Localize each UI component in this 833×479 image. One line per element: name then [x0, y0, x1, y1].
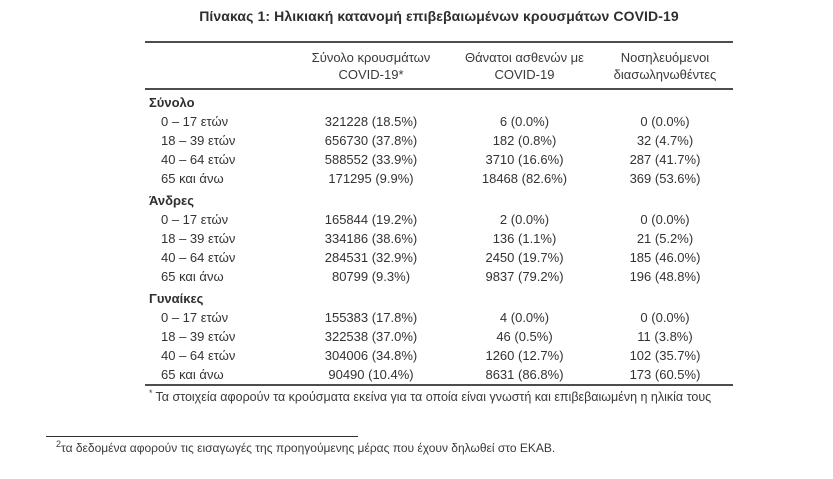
section-label: Γυναίκες — [149, 291, 204, 306]
column-header-deaths-line1: Θάνατοι ασθενών με — [465, 50, 584, 65]
cases-cell: 171295 (9.9%) — [328, 171, 414, 186]
data-row: 65 και άνω 80799 (9.3%) 9837 (79.2%) 196 (4… — [145, 267, 733, 286]
section-label: Άνδρες — [149, 193, 194, 208]
deaths-cell: 136 (1.1%) — [492, 231, 557, 246]
age-cell: 18 – 39 ετών — [161, 231, 236, 246]
data-row: 18 – 39 ετών 656730 (37.8%) 182 (0.8%) 32 (… — [145, 131, 733, 150]
deaths-cell: 2 (0.0%) — [499, 212, 550, 227]
age-cell: 0 – 17 ετών — [161, 310, 229, 325]
cases-cell: 588552 (33.9%) — [324, 152, 418, 167]
age-cell: 0 – 17 ετών — [161, 114, 229, 129]
footnote-divider — [46, 436, 358, 437]
cases-cell: 284531 (32.9%) — [324, 250, 418, 265]
data-row: 0 – 17 ετών 321228 (18.5%) 6 (0.0%) 0 (0.0%… — [145, 112, 733, 131]
intubated-cell: 0 (0.0%) — [640, 212, 690, 227]
page-footnote-marker: 2 — [56, 439, 62, 449]
section-row: Άνδρες — [145, 188, 733, 210]
cases-cell: 321228 (18.5%) — [324, 114, 418, 129]
page-footnote: 2τα δεδομένα αφορούν τις εισαγωγές της π… — [46, 436, 606, 455]
intubated-cell: 21 (5.2%) — [636, 231, 694, 246]
deaths-cell: 2450 (19.7%) — [485, 250, 564, 265]
column-header-empty — [145, 43, 290, 90]
deaths-cell: 6 (0.0%) — [499, 114, 550, 129]
column-header-cases-line2: COVID-19* — [338, 67, 404, 82]
data-row: 0 – 17 ετών 165844 (19.2%) 2 (0.0%) 0 (0.0%… — [145, 210, 733, 229]
deaths-cell: 3710 (16.6%) — [485, 152, 564, 167]
header-row: Σύνολο κρουσμάτων COVID-19* Θάνατοι ασθε… — [145, 43, 733, 90]
report-content: Πίνακας 1: Ηλικιακή κατανομή επιβεβαιωμέ… — [145, 0, 733, 404]
table-wrap: Σύνολο κρουσμάτων COVID-19* Θάνατοι ασθε… — [145, 41, 733, 386]
deaths-cell: 18468 (82.6%) — [481, 171, 568, 186]
age-cell: 40 – 64 ετών — [161, 152, 236, 167]
data-row: 40 – 64 ετών 284531 (32.9%) 2450 (19.7%) 18… — [145, 248, 733, 267]
data-row: 18 – 39 ετών 334186 (38.6%) 136 (1.1%) 21 (… — [145, 229, 733, 248]
covid-age-distribution-table: Σύνολο κρουσμάτων COVID-19* Θάνατοι ασθε… — [145, 43, 733, 384]
column-header-cases-line1: Σύνολο κρουσμάτων — [311, 50, 431, 65]
age-cell: 40 – 64 ετών — [161, 250, 236, 265]
section-row: Γυναίκες — [145, 286, 733, 308]
age-cell: 0 – 17 ετών — [161, 212, 229, 227]
table-footnote-text: Τα στοιχεία αφορούν τα κρούσματα εκείνα … — [155, 390, 712, 404]
intubated-cell: 287 (41.7%) — [629, 152, 701, 167]
data-row: 65 και άνω 171295 (9.9%) 18468 (82.6%) 369 … — [145, 169, 733, 188]
table-body: Σύνολο 0 – 17 ετών 321228 (18.5%) 6 (0.0%) 0… — [145, 89, 733, 384]
data-row: 40 – 64 ετών 304006 (34.8%) 1260 (12.7%) 10… — [145, 346, 733, 365]
deaths-cell: 1260 (12.7%) — [485, 348, 564, 363]
cases-cell: 322538 (37.0%) — [324, 329, 418, 344]
column-header-deaths: Θάνατοι ασθενών με COVID-19 — [452, 43, 597, 90]
deaths-cell: 9837 (79.2%) — [485, 269, 564, 284]
deaths-cell: 4 (0.0%) — [499, 310, 550, 325]
cases-cell: 656730 (37.8%) — [324, 133, 418, 148]
cases-cell: 304006 (34.8%) — [324, 348, 418, 363]
intubated-cell: 0 (0.0%) — [640, 114, 690, 129]
page-footnote-text: τα δεδομένα αφορούν τις εισαγωγές της πρ… — [61, 441, 556, 455]
data-row: 0 – 17 ετών 155383 (17.8%) 4 (0.0%) 0 (0.0%… — [145, 308, 733, 327]
data-row: 18 – 39 ετών 322538 (37.0%) 46 (0.5%) 11 (3… — [145, 327, 733, 346]
column-header-intubated: Νοσηλευόμενοι διασωληνωθέντες — [597, 43, 733, 90]
intubated-cell: 11 (3.8%) — [637, 329, 693, 344]
intubated-cell: 196 (48.8%) — [629, 269, 701, 284]
section-label: Σύνολο — [149, 95, 195, 110]
deaths-cell: 182 (0.8%) — [492, 133, 557, 148]
cases-cell: 334186 (38.6%) — [324, 231, 418, 246]
table-footnote-marker: * — [149, 387, 153, 398]
data-row: 65 και άνω 90490 (10.4%) 8631 (86.8%) 173 (… — [145, 365, 733, 384]
table-title: Πίνακας 1: Ηλικιακή κατανομή επιβεβαιωμέ… — [199, 8, 679, 24]
column-header-intubated-line2: διασωληνωθέντες — [613, 67, 717, 82]
cases-cell: 165844 (19.2%) — [324, 212, 418, 227]
table-footnote: * Τα στοιχεία αφορούν τα κρούσματα εκείνα… — [145, 387, 733, 404]
cases-cell: 155383 (17.8%) — [324, 310, 418, 325]
age-cell: 65 και άνω — [161, 269, 224, 284]
cases-cell: 80799 (9.3%) — [331, 269, 411, 284]
column-header-intubated-line1: Νοσηλευόμενοι — [620, 50, 710, 65]
intubated-cell: 0 (0.0%) — [640, 310, 690, 325]
age-cell: 18 – 39 ετών — [161, 329, 236, 344]
column-header-deaths-line2: COVID-19 — [494, 67, 555, 82]
intubated-cell: 173 (60.5%) — [629, 367, 701, 382]
age-cell: 18 – 39 ετών — [161, 133, 236, 148]
age-cell: 65 και άνω — [161, 367, 224, 382]
age-cell: 65 και άνω — [161, 171, 224, 186]
intubated-cell: 32 (4.7%) — [636, 133, 694, 148]
page-footnote-text-wrap: 2τα δεδομένα αφορούν τις εισαγωγές της π… — [46, 439, 606, 456]
cases-cell: 90490 (10.4%) — [328, 367, 414, 382]
age-cell: 40 – 64 ετών — [161, 348, 236, 363]
intubated-cell: 185 (46.0%) — [629, 250, 701, 265]
deaths-cell: 46 (0.5%) — [496, 329, 553, 344]
intubated-cell: 102 (35.7%) — [629, 348, 701, 363]
data-row: 40 – 64 ετών 588552 (33.9%) 3710 (16.6%) 28… — [145, 150, 733, 169]
column-header-cases: Σύνολο κρουσμάτων COVID-19* — [290, 43, 452, 90]
deaths-cell: 8631 (86.8%) — [485, 367, 564, 382]
section-row: Σύνολο — [145, 89, 733, 112]
intubated-cell: 369 (53.6%) — [629, 171, 701, 186]
